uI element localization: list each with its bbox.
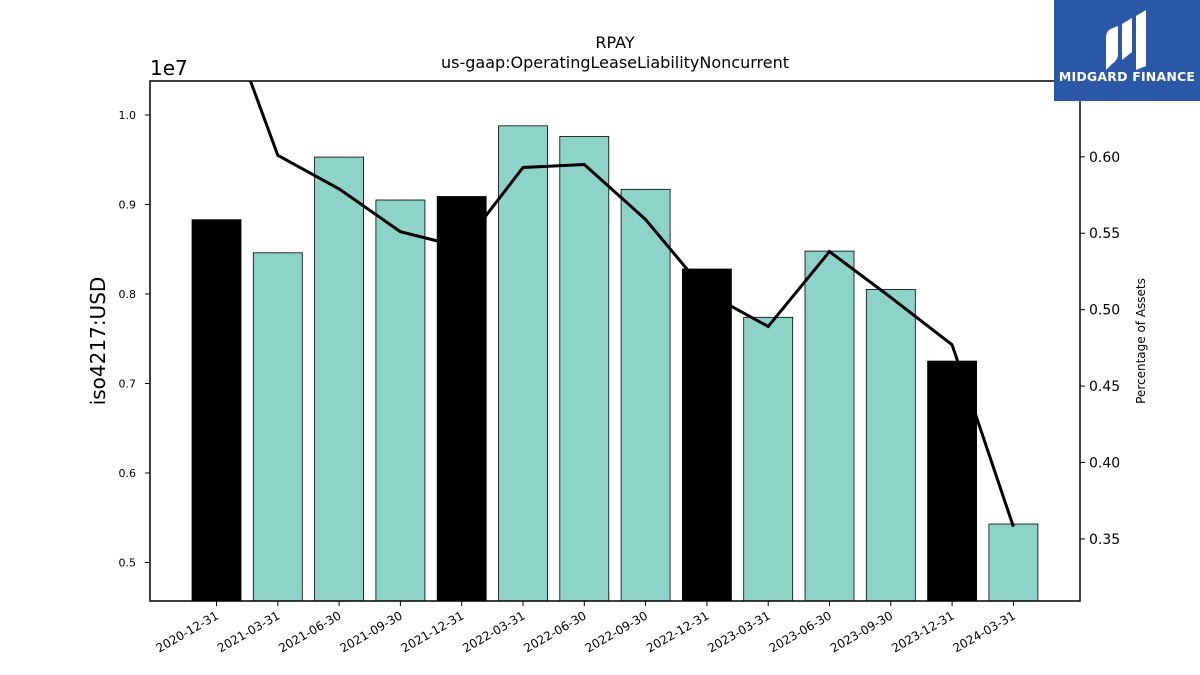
bar [804,250,855,602]
x-tick-label: 2022-12-31 [644,608,711,655]
y2-tick-label: 0.60 [1089,150,1120,166]
y-tick-label: 0.5 [119,557,137,570]
chart-title: RPAY [595,33,634,52]
bar [865,289,916,602]
plot-frame [149,80,1081,602]
y-tick-label: 0.7 [119,378,137,391]
bar [191,219,242,602]
bar-group [191,125,1039,602]
series-line [248,81,1015,528]
logo-text: MIDGARD FINANCE [1058,69,1196,84]
x-tick-label: 2021-09-30 [337,608,404,655]
x-tick-label: 2023-09-30 [828,608,895,655]
x-tick-label: 2023-06-30 [767,608,834,655]
x-tick-label: 2021-06-30 [276,608,343,655]
x-tick-label: 2021-12-31 [399,608,466,655]
y-tick-label: 0.9 [119,199,137,212]
logo: MIDGARD FINANCE [1054,0,1200,101]
x-tick-label: 2022-06-30 [521,608,588,655]
y2-tick-label: 0.35 [1089,532,1120,548]
x-tick-label: 2021-03-31 [215,608,282,655]
y-tick-label: 0.6 [119,467,137,480]
y-axis-label: iso4217:USD [86,277,110,406]
y2-tick-label: 0.55 [1089,226,1120,242]
x-tick-label: 2022-03-31 [460,608,527,655]
bar [682,268,732,602]
bar [314,156,365,602]
y-tick-label: 1.0 [119,109,137,122]
bar [252,252,303,602]
x-tick-label: 2020-12-31 [154,608,221,655]
y-tick-label: 0.8 [119,288,137,301]
bar [498,125,548,602]
bar [436,196,487,602]
bar [559,136,610,602]
bar [743,316,794,602]
x-tick-label: 2023-03-31 [705,608,772,655]
y2-tick-label: 0.40 [1089,456,1120,472]
y2-tick-label: 0.45 [1089,379,1120,395]
x-tick-label: 2023-12-31 [889,608,956,655]
right-axis-label: Percentage of Assets [1134,278,1148,404]
bar [988,523,1039,602]
bar [927,360,977,602]
line-series [248,81,1015,528]
x-tick-label: 2024-03-31 [950,608,1017,655]
chart-subtitle: us-gaap:OperatingLeaseLiabilityNoncurren… [441,53,789,72]
y-axis-offset-label: 1e7 [150,56,188,80]
bar [375,199,426,602]
logo-mark-icon [1106,10,1146,70]
y2-tick-label: 0.50 [1089,303,1120,319]
bar [620,188,671,602]
x-tick-label: 2022-09-30 [583,608,650,655]
